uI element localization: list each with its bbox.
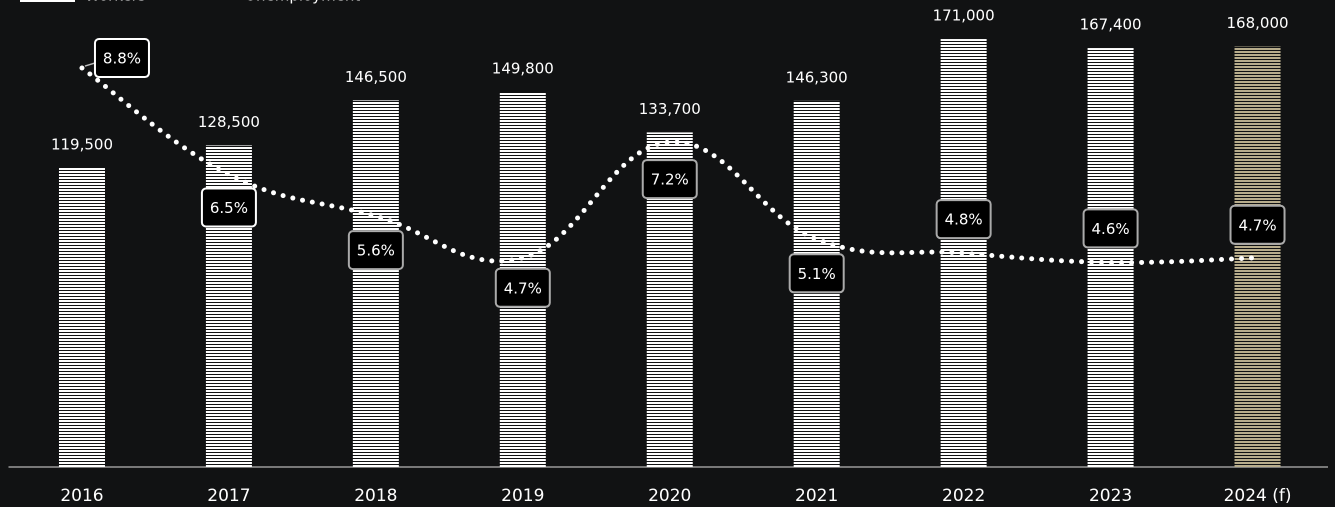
bar-value-label: 128,500 [198,113,260,131]
bar [1087,48,1134,467]
x-tick-label: 2023 [1089,486,1132,506]
value-label-box [93,38,150,79]
value-label-box [935,199,992,240]
line-value-label: 6.5% [210,199,248,217]
line-value-label: 4.8% [945,211,983,229]
legend-label: Unemployment [245,0,360,5]
value-label-box [641,159,698,200]
value-label-box [1082,208,1139,249]
value-label-box [1229,204,1286,245]
bar [352,100,399,467]
bar-value-label: 167,400 [1080,16,1142,34]
line-value-label: 7.2% [651,171,689,189]
line-value-label: 5.6% [357,242,395,260]
bar-value-label: 146,300 [786,68,848,86]
bar-value-label: 171,000 [933,7,995,25]
line-value-label: 4.7% [504,279,542,297]
line [79,65,1261,266]
x-tick-label: 2017 [207,486,250,506]
x-tick-label: 2021 [795,486,838,506]
bar-value-label: 146,500 [345,68,407,86]
legend-swatch [20,0,75,3]
x-tick-label: 2020 [648,486,691,506]
value-label-box [494,267,551,308]
line-value-label: 4.7% [1238,216,1276,234]
x-tick-label: 2022 [942,486,985,506]
bar-value-label: 168,000 [1227,14,1289,32]
x-tick-label: 2019 [501,486,544,506]
x-tick-label: 2018 [354,486,397,506]
bar-value-label: 133,700 [639,100,701,118]
x-tick-label: 2024 (f) [1224,486,1292,506]
value-label-box [200,187,257,228]
value-label-box [347,230,404,271]
bar-value-label: 119,500 [51,135,113,153]
bar-value-label: 149,800 [492,60,554,78]
value-label-box [788,253,845,294]
legend-label: Workers [85,0,146,5]
line-value-label: 5.1% [798,265,836,283]
x-tick-label: 2016 [60,486,103,506]
bar [58,167,105,467]
line-value-label: 8.8% [103,50,141,68]
line-value-label: 4.6% [1092,220,1130,238]
